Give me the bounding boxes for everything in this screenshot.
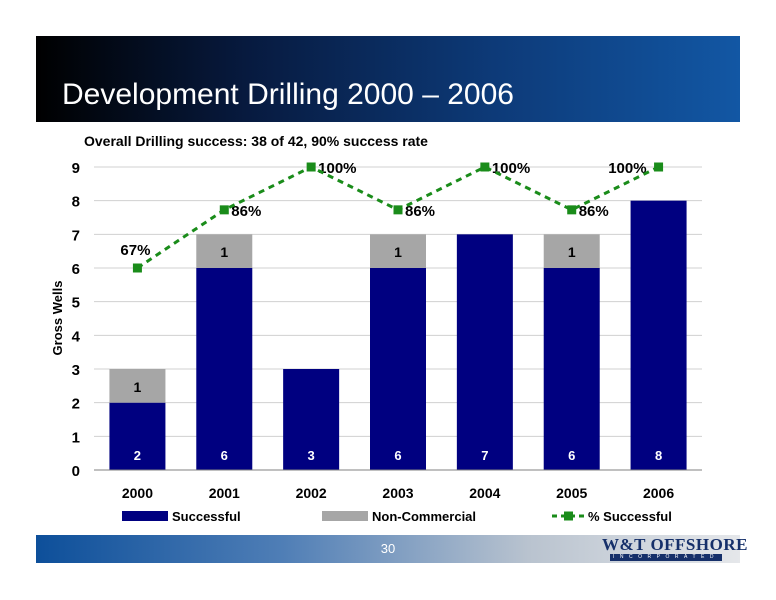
bar-successful [630,200,687,470]
legend-swatch-non-commercial [322,511,368,521]
x-tick-label: 2002 [296,485,327,501]
y-tick-label: 2 [72,396,80,413]
legend-label-successful: Successful [172,509,241,524]
bar-layer [109,200,687,470]
y-tick-label: 5 [72,295,80,312]
chart-subtitle: Overall Drilling success: 38 of 42, 90% … [84,133,428,149]
bar-successful [456,234,513,470]
y-tick-label: 7 [72,227,80,244]
bar-non-commercial [543,234,600,268]
pct-successful-marker [654,162,664,172]
data-label-non-commercial: 1 [220,244,228,260]
axis-layer: 0 1 2 3 4 5 6 7 8 9 Gross Wells 2000 2001 2002 2003 200… [50,160,702,501]
data-label-pct-successful: 67% [120,242,150,259]
y-tick-label: 3 [72,362,80,379]
bar-successful [109,402,166,470]
pct-successful-marker [219,205,229,215]
x-tick-label: 2006 [643,485,674,501]
data-label-non-commercial: 1 [394,244,402,260]
bar-successful [370,268,426,470]
x-tick-label: 2000 [122,485,153,501]
data-label-pct-successful: 86% [579,203,609,220]
x-tick-label: 2005 [556,485,587,501]
pct-successful-marker [393,205,403,215]
line-layer [132,162,664,273]
data-label-non-commercial: 1 [134,379,142,395]
data-label-pct-successful: 86% [231,203,261,220]
company-logo: W&T OFFSHORE INCORPORATED [602,535,748,562]
data-label-pct-successful: 100% [318,160,356,177]
data-label-successful: 2 [134,448,141,463]
y-tick-label: 8 [72,194,80,211]
legend-label-pct-successful: % Successful [588,509,672,524]
logo-subline: INCORPORATED [610,554,722,561]
logo-wordmark: W&T OFFSHORE [602,535,748,554]
data-label-non-commercial: 1 [568,244,576,260]
footer-bar: 30 W&T OFFSHORE INCORPORATED [36,535,748,563]
slide-title: Development Drilling 2000 – 2006 [62,78,514,111]
y-tick-label: 6 [72,261,80,278]
x-tick-label: 2001 [209,485,240,501]
data-label-successful: 6 [568,448,575,463]
y-tick-label: 4 [72,328,81,345]
y-axis-title: Gross Wells [50,281,65,356]
bar-non-commercial [196,234,253,268]
bar-successful [543,268,600,470]
data-label-pct-successful: 86% [405,203,435,220]
pct-successful-marker [567,205,577,215]
label-layer: 2 1 6 1 3 6 1 7 6 1 8 67% 86% 100% 86% 100% 86% 100% [120,160,662,463]
bar-successful [196,268,253,470]
legend-swatch-successful [122,511,168,521]
legend-swatch-pct-marker [564,511,573,521]
data-label-successful: 3 [308,448,315,463]
pct-successful-marker [480,162,490,172]
bar-non-commercial [109,369,166,403]
bar-non-commercial [370,234,426,268]
data-label-successful: 7 [481,448,488,463]
data-label-successful: 6 [221,448,228,463]
data-label-successful: 6 [394,448,401,463]
x-tick-label: 2003 [382,485,413,501]
y-tick-label: 0 [72,463,80,480]
legend-layer: Successful Non-Commercial % Successful [122,509,672,524]
data-label-successful: 8 [655,448,662,463]
title-banner: Development Drilling 2000 – 2006 [36,36,740,122]
data-label-pct-successful: 100% [492,160,530,177]
bar-successful [283,369,340,470]
x-tick-label: 2004 [469,485,500,501]
pct-successful-marker [306,162,316,172]
y-tick-label: 1 [72,429,80,446]
y-tick-label: 9 [72,160,80,177]
legend-label-non-commercial: Non-Commercial [372,509,476,524]
page-number: 30 [380,541,396,556]
data-label-pct-successful: 100% [608,160,646,177]
pct-successful-marker [132,263,142,273]
